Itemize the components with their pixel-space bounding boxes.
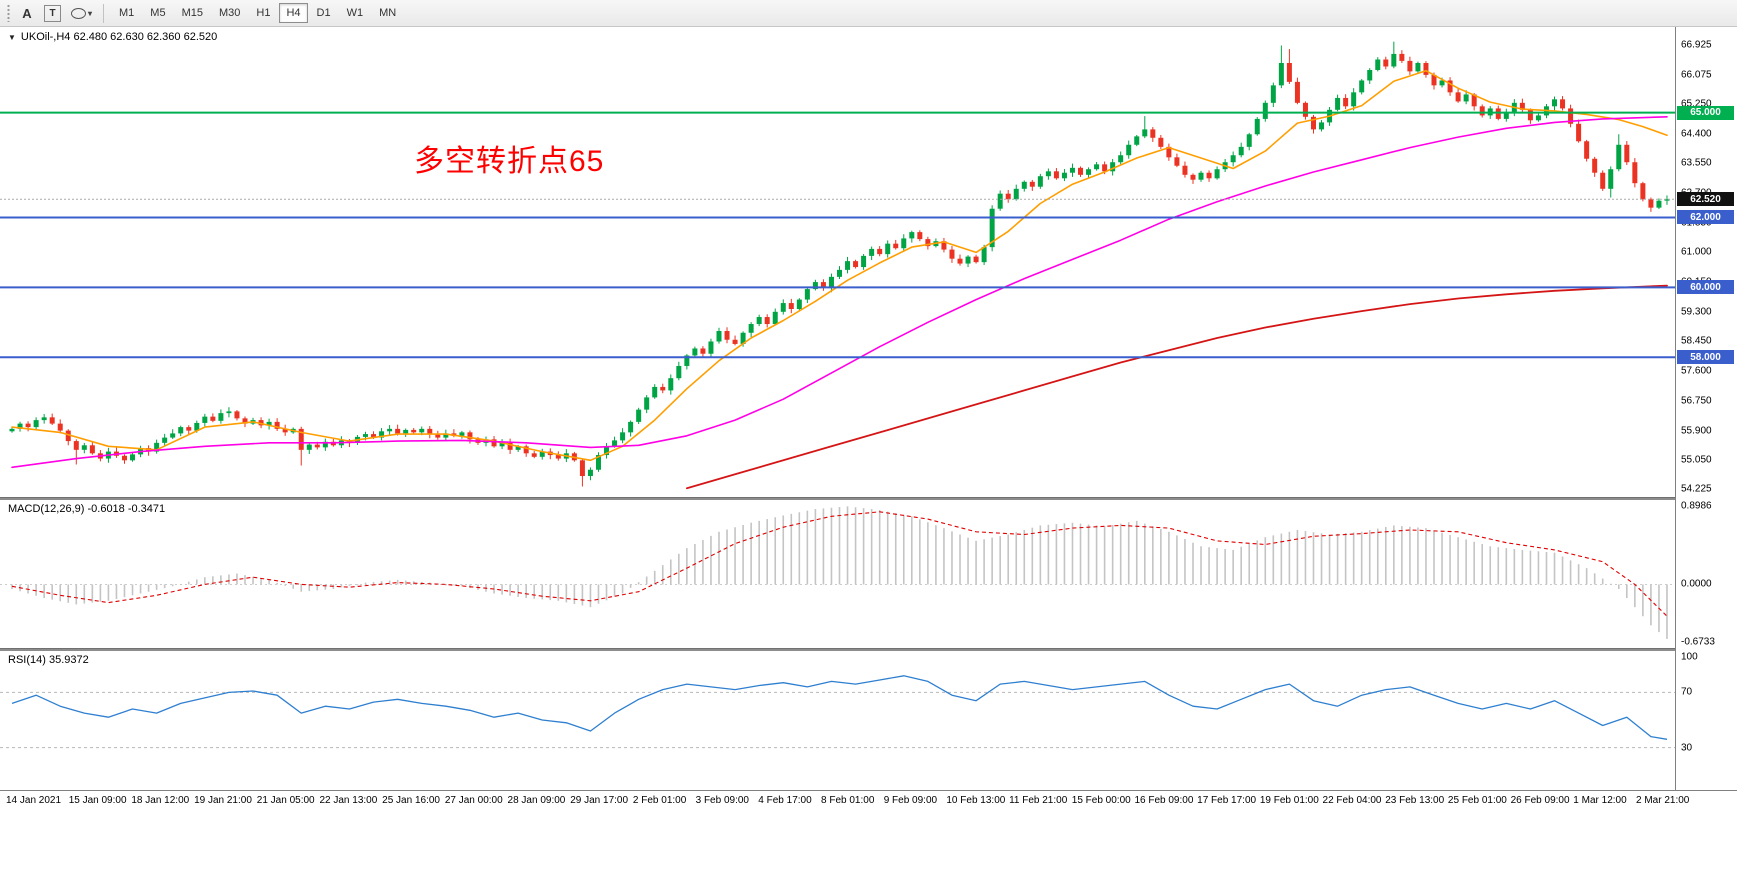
time-axis-label: 3 Feb 09:00 [695, 795, 749, 806]
price-tick-label: 58.450 [1681, 335, 1712, 347]
timeframe-h1-button[interactable]: H1 [249, 3, 277, 23]
time-axis-label: 2 Feb 01:00 [632, 795, 687, 806]
time-axis-label: 19 Feb 01:00 [1259, 795, 1319, 806]
timeframe-group: M1 M5 M15 M30 H1 H4 D1 W1 MN [111, 3, 404, 23]
price-level-badge: 58.000 [1677, 350, 1734, 365]
price-tick-label: 66.925 [1681, 39, 1712, 51]
time-axis-label: 26 Feb 09:00 [1510, 795, 1570, 806]
time-axis-label: 22 Feb 04:00 [1322, 795, 1382, 806]
text-tool-button[interactable]: A [16, 2, 38, 24]
quote-line: ▼ UKOil-,H4 62.480 62.630 62.360 62.520 [8, 31, 217, 43]
time-axis-label: 25 Feb 01:00 [1447, 795, 1507, 806]
macd-tick-label: 0.8986 [1681, 500, 1712, 512]
toolbar-grip-icon[interactable] [6, 4, 11, 22]
time-axis-label: 1 Mar 12:00 [1573, 795, 1627, 806]
ma-slow-red [686, 284, 1668, 490]
toolbar: A T ▾ M1 M5 M15 M30 H1 H4 D1 W1 MN [0, 0, 1737, 27]
time-axis-label: 25 Jan 16:00 [382, 795, 440, 806]
ma-fast-orange [11, 69, 1668, 462]
price-tick-label: 66.075 [1681, 69, 1712, 81]
time-axis-label: 10 Feb 13:00 [946, 795, 1006, 806]
price-tick-label: 55.050 [1681, 454, 1712, 466]
macd-label-text: MACD(12,26,9) [8, 503, 85, 515]
label-tool-button[interactable]: T [40, 2, 65, 24]
rsi-tick-label: 30 [1681, 742, 1693, 754]
collapse-arrow-icon[interactable]: ▼ [8, 32, 16, 42]
price-panel[interactable] [0, 27, 1675, 497]
macd-header: MACD(12,26,9) -0.6018 -0.3471 [8, 503, 165, 515]
time-axis-label: 4 Feb 17:00 [758, 795, 812, 806]
time-axis-label: 22 Jan 13:00 [319, 795, 378, 806]
panel-splitter[interactable] [0, 648, 1737, 651]
time-axis-label: 18 Jan 12:00 [131, 795, 190, 806]
price-tick-label: 55.900 [1681, 425, 1712, 437]
time-axis-label: 15 Feb 00:00 [1071, 795, 1131, 806]
timeframe-d1-button[interactable]: D1 [310, 3, 338, 23]
chevron-down-icon: ▾ [88, 8, 93, 18]
time-axis-label: 8 Feb 01:00 [821, 795, 875, 806]
time-axis-label: 27 Jan 00:00 [444, 795, 503, 806]
timeframe-m1-button[interactable]: M1 [112, 3, 141, 23]
price-tick-label: 59.300 [1681, 306, 1712, 318]
ellipse-icon [71, 7, 86, 19]
rsi-canvas[interactable] [0, 651, 1675, 789]
rsi-panel[interactable] [0, 651, 1675, 789]
macd-tick-label: -0.6733 [1681, 636, 1715, 648]
toolbar-divider [103, 3, 105, 23]
price-level-badge: 65.000 [1677, 105, 1734, 120]
macd-canvas[interactable] [0, 500, 1675, 648]
timeframe-w1-button[interactable]: W1 [340, 3, 371, 23]
time-axis-label: 15 Jan 09:00 [68, 795, 127, 806]
ma-mid-magenta [11, 116, 1668, 469]
time-axis-label: 2 Mar 21:00 [1636, 795, 1690, 806]
time-axis-label: 9 Feb 09:00 [883, 795, 938, 806]
timeframe-m30-button[interactable]: M30 [212, 3, 247, 23]
timeframe-h4-button[interactable]: H4 [279, 3, 308, 23]
price-axis[interactable]: 66.92566.07565.25064.40063.55062.70061.8… [1675, 27, 1737, 790]
macd-panel[interactable] [0, 500, 1675, 648]
rsi-tick-label: 100 [1681, 651, 1698, 663]
timeframe-m15-button[interactable]: M15 [175, 3, 210, 23]
current-price-badge: 62.520 [1677, 192, 1734, 207]
rsi-header: RSI(14) 35.9372 [8, 654, 89, 666]
macd-values-text: -0.6018 -0.3471 [87, 503, 166, 515]
symbol-ohlc-text: UKOil-,H4 62.480 62.630 62.360 62.520 [20, 31, 218, 43]
time-axis-label: 11 Feb 21:00 [1009, 795, 1068, 806]
time-axis-label: 29 Jan 17:00 [570, 795, 629, 806]
time-axis-label: 19 Jan 21:00 [194, 795, 252, 806]
time-axis-label: 14 Jan 2021 [6, 795, 62, 806]
panel-splitter[interactable] [0, 497, 1737, 500]
rsi-label-text: RSI(14) [8, 654, 46, 666]
price-tick-label: 54.225 [1681, 483, 1712, 495]
rsi-line [11, 675, 1668, 740]
candles-series [9, 41, 1670, 487]
time-axis-label: 21 Jan 05:00 [256, 795, 315, 806]
rsi-value-text: 35.9372 [48, 654, 89, 666]
price-chart-canvas[interactable] [0, 27, 1675, 497]
time-axis-label: 23 Feb 13:00 [1385, 795, 1445, 806]
price-level-badge: 60.000 [1677, 280, 1734, 295]
price-tick-label: 56.750 [1681, 395, 1712, 407]
price-tick-label: 63.550 [1681, 157, 1712, 169]
price-tick-label: 64.400 [1681, 128, 1712, 140]
rsi-tick-label: 70 [1681, 686, 1693, 698]
shapes-dropdown-button[interactable]: ▾ [67, 2, 96, 24]
time-axis-label: 17 Feb 17:00 [1197, 795, 1257, 806]
price-tick-label: 61.000 [1681, 246, 1712, 258]
time-axis-label: 28 Jan 09:00 [507, 795, 566, 806]
price-level-badge: 62.000 [1677, 210, 1734, 225]
timeframe-mn-button[interactable]: MN [372, 3, 403, 23]
time-axis[interactable]: 14 Jan 2021 15 Jan 09:00 18 Jan 12:00 19 Ja… [0, 790, 1737, 812]
timeframe-m5-button[interactable]: M5 [143, 3, 172, 23]
label-tool-icon: T [44, 4, 61, 22]
time-axis-label: 16 Feb 09:00 [1134, 795, 1194, 806]
macd-tick-label: 0.0000 [1681, 578, 1712, 590]
price-tick-label: 57.600 [1681, 365, 1712, 377]
price-tick-label: 65.250 [1681, 98, 1712, 110]
macd-histogram [11, 506, 1668, 639]
chart-annotation: 多空转折点65 [414, 145, 605, 178]
